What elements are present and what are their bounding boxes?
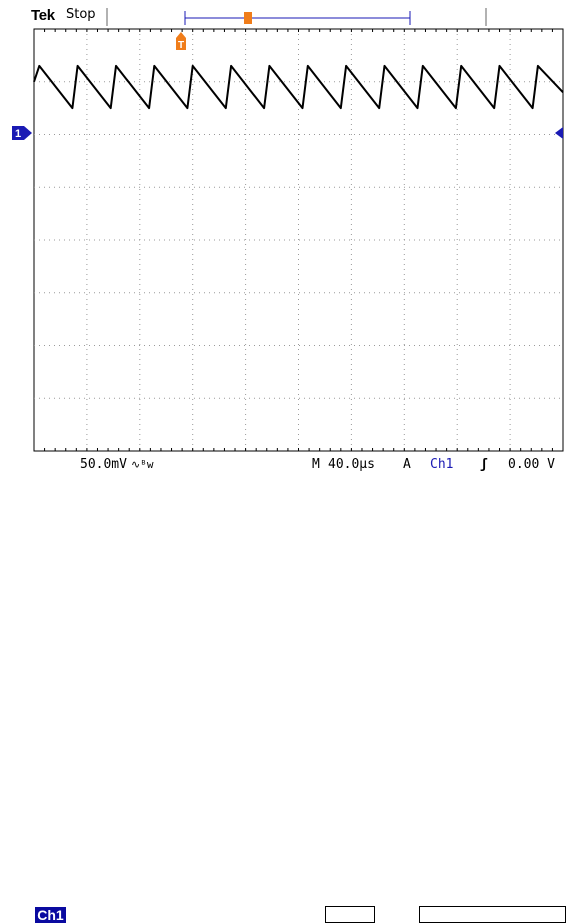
- channel1-marker[interactable]: 1: [12, 126, 32, 140]
- bandwidth-coupling-icon: ∿ᴮw: [131, 458, 154, 471]
- trigger-slope-icon: ʃ: [480, 457, 488, 472]
- trigger-source: Ch1: [430, 457, 454, 472]
- trigger-readout-box[interactable]: [419, 906, 566, 923]
- trigger-marker-label: T: [178, 40, 184, 51]
- timebase-prefix: M: [312, 457, 320, 472]
- record-window-bracket: [184, 11, 411, 25]
- volts-per-div: 50.0mV: [80, 457, 127, 472]
- trigger-mode: A: [403, 457, 411, 472]
- acquisition-status: Stop: [66, 7, 96, 22]
- status-bar: Tek Stop: [0, 0, 573, 28]
- waveform-trace: [33, 64, 564, 110]
- scope-display: T 1: [12, 8, 564, 452]
- trigger-level: 0.00 V: [508, 457, 555, 472]
- trace-line: [33, 64, 564, 110]
- channel-badge[interactable]: Ch1: [35, 907, 66, 923]
- timebase-readout: 40.0µs: [328, 457, 375, 472]
- brand-logo: Tek: [31, 7, 55, 24]
- trigger-position-marker[interactable]: T: [176, 32, 186, 51]
- trigger-level-marker[interactable]: [555, 127, 563, 139]
- timebase-box[interactable]: [325, 906, 375, 923]
- readout-bar: Ch1 50.0mV ∿ᴮw M 40.0µs A Ch1 ʃ 0.00 V: [0, 452, 573, 923]
- channel-marker-label: 1: [15, 128, 21, 140]
